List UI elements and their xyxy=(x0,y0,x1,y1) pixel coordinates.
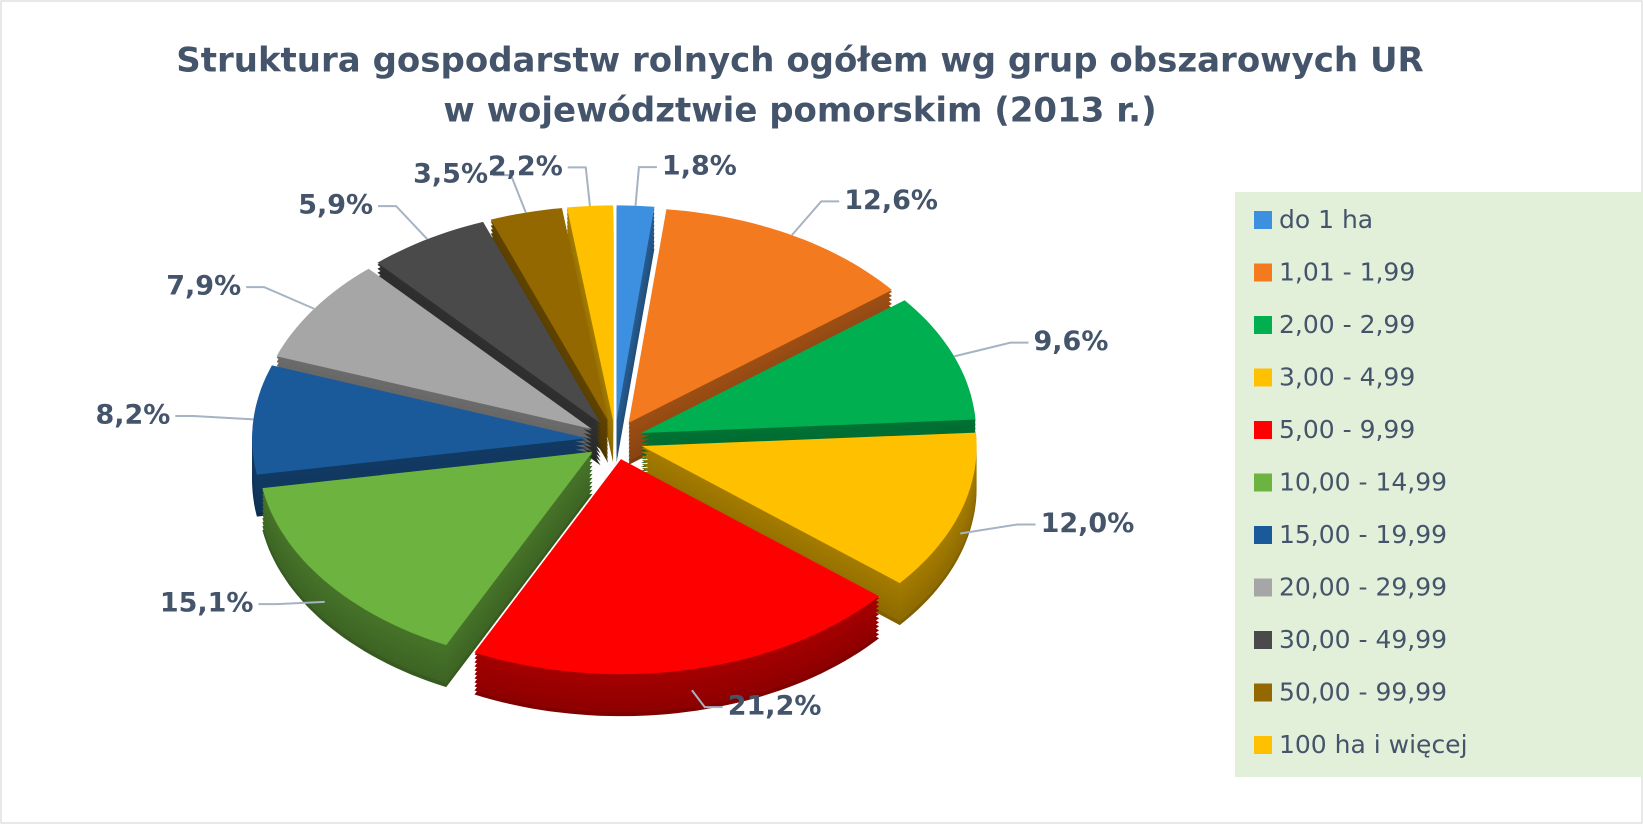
slice xyxy=(490,208,609,422)
leader-line xyxy=(258,600,325,606)
chart-title: Struktura gospodarstw rolnych ogółem wg … xyxy=(176,41,1424,81)
legend-label: 3,00 - 4,99 xyxy=(1279,363,1415,392)
data-label: 3,5% xyxy=(413,159,488,190)
data-label: 1,8% xyxy=(662,151,737,182)
leader-line xyxy=(378,205,429,240)
data-label: 21,2% xyxy=(728,691,822,722)
legend-swatch xyxy=(1254,316,1272,334)
slice xyxy=(262,451,593,646)
data-label: 7,9% xyxy=(166,271,241,302)
slice xyxy=(641,432,977,584)
data-label: 5,9% xyxy=(298,190,373,221)
leader-line xyxy=(175,414,254,421)
legend-label: 30,00 - 49,99 xyxy=(1279,625,1447,654)
legend-label: 5,00 - 9,99 xyxy=(1279,415,1415,444)
data-label: 15,1% xyxy=(160,588,254,619)
legend-swatch xyxy=(1254,211,1272,229)
chart-subtitle: w województwie pomorskim (2013 r.) xyxy=(443,91,1156,131)
data-label: 8,2% xyxy=(95,399,170,430)
legend-swatch xyxy=(1254,263,1272,282)
legend-swatch xyxy=(1254,526,1272,544)
pie: 1,8% 12,6% 9,6% 12,0% 21,2% 15,1% 8,2% 7,9% 5,9%… xyxy=(95,151,1134,722)
leader-line xyxy=(493,174,527,213)
legend-swatch xyxy=(1254,736,1272,754)
legend-label: do 1 ha xyxy=(1279,205,1373,234)
legend-label: 15,00 - 19,99 xyxy=(1279,520,1447,549)
legend-swatch xyxy=(1254,368,1272,387)
data-label: 12,6% xyxy=(844,185,938,216)
slice xyxy=(628,209,892,423)
leader-line xyxy=(246,286,315,310)
slice xyxy=(377,221,601,424)
legend-label: 50,00 - 99,99 xyxy=(1279,678,1447,707)
legend-swatch xyxy=(1254,683,1272,702)
leader-line xyxy=(953,341,1029,358)
legend-label: 2,00 - 2,99 xyxy=(1279,310,1415,339)
data-label: 12,0% xyxy=(1041,508,1135,539)
leader-line xyxy=(791,200,840,236)
legend: do 1 ha 1,01 - 1,99 2,00 - 2,99 3,00 - 4,99… xyxy=(1254,205,1468,759)
legend-label: 100 ha i więcej xyxy=(1279,730,1468,759)
legend-label: 20,00 - 29,99 xyxy=(1279,573,1447,602)
slice xyxy=(276,268,592,430)
slice xyxy=(252,365,588,475)
legend-box xyxy=(1235,192,1643,777)
legend-swatch xyxy=(1254,631,1272,649)
leader-line xyxy=(567,166,591,207)
legend-label: 10,00 - 14,99 xyxy=(1279,468,1447,497)
legend-swatch xyxy=(1254,421,1272,439)
legend-label: 1,01 - 1,99 xyxy=(1279,258,1415,287)
slice xyxy=(616,205,655,421)
slice xyxy=(566,205,614,421)
legend-swatch xyxy=(1254,578,1272,597)
data-label: 2,2% xyxy=(488,151,563,182)
data-label: 9,6% xyxy=(1034,326,1109,357)
slice xyxy=(474,459,880,675)
leader-line xyxy=(960,523,1036,535)
leader-line xyxy=(634,166,657,206)
legend-swatch xyxy=(1254,473,1272,492)
leader-line xyxy=(691,689,723,709)
slice xyxy=(641,300,976,434)
